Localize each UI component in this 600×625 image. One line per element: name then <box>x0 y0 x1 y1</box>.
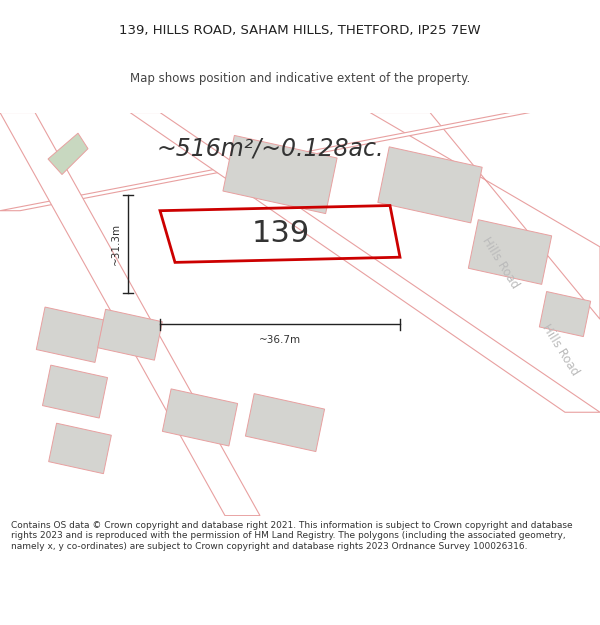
Polygon shape <box>49 423 112 474</box>
Polygon shape <box>98 309 163 360</box>
Text: Hills Road: Hills Road <box>479 234 521 291</box>
Text: 139: 139 <box>252 219 310 249</box>
Polygon shape <box>245 394 325 452</box>
Polygon shape <box>539 291 590 337</box>
Polygon shape <box>130 112 600 412</box>
Polygon shape <box>48 133 88 174</box>
Polygon shape <box>0 112 260 516</box>
Text: ~36.7m: ~36.7m <box>259 335 301 345</box>
Polygon shape <box>223 136 337 214</box>
Polygon shape <box>36 307 104 362</box>
Text: Contains OS data © Crown copyright and database right 2021. This information is : Contains OS data © Crown copyright and d… <box>11 521 572 551</box>
Polygon shape <box>0 112 530 211</box>
Polygon shape <box>370 112 600 319</box>
Polygon shape <box>469 220 551 284</box>
Text: Map shows position and indicative extent of the property.: Map shows position and indicative extent… <box>130 72 470 85</box>
Text: ~516m²/~0.128ac.: ~516m²/~0.128ac. <box>156 137 384 161</box>
Text: Hills Road: Hills Road <box>539 322 581 378</box>
Polygon shape <box>163 389 238 446</box>
Polygon shape <box>43 365 107 418</box>
Polygon shape <box>378 147 482 223</box>
Text: 139, HILLS ROAD, SAHAM HILLS, THETFORD, IP25 7EW: 139, HILLS ROAD, SAHAM HILLS, THETFORD, … <box>119 24 481 37</box>
Text: ~31.3m: ~31.3m <box>111 223 121 266</box>
